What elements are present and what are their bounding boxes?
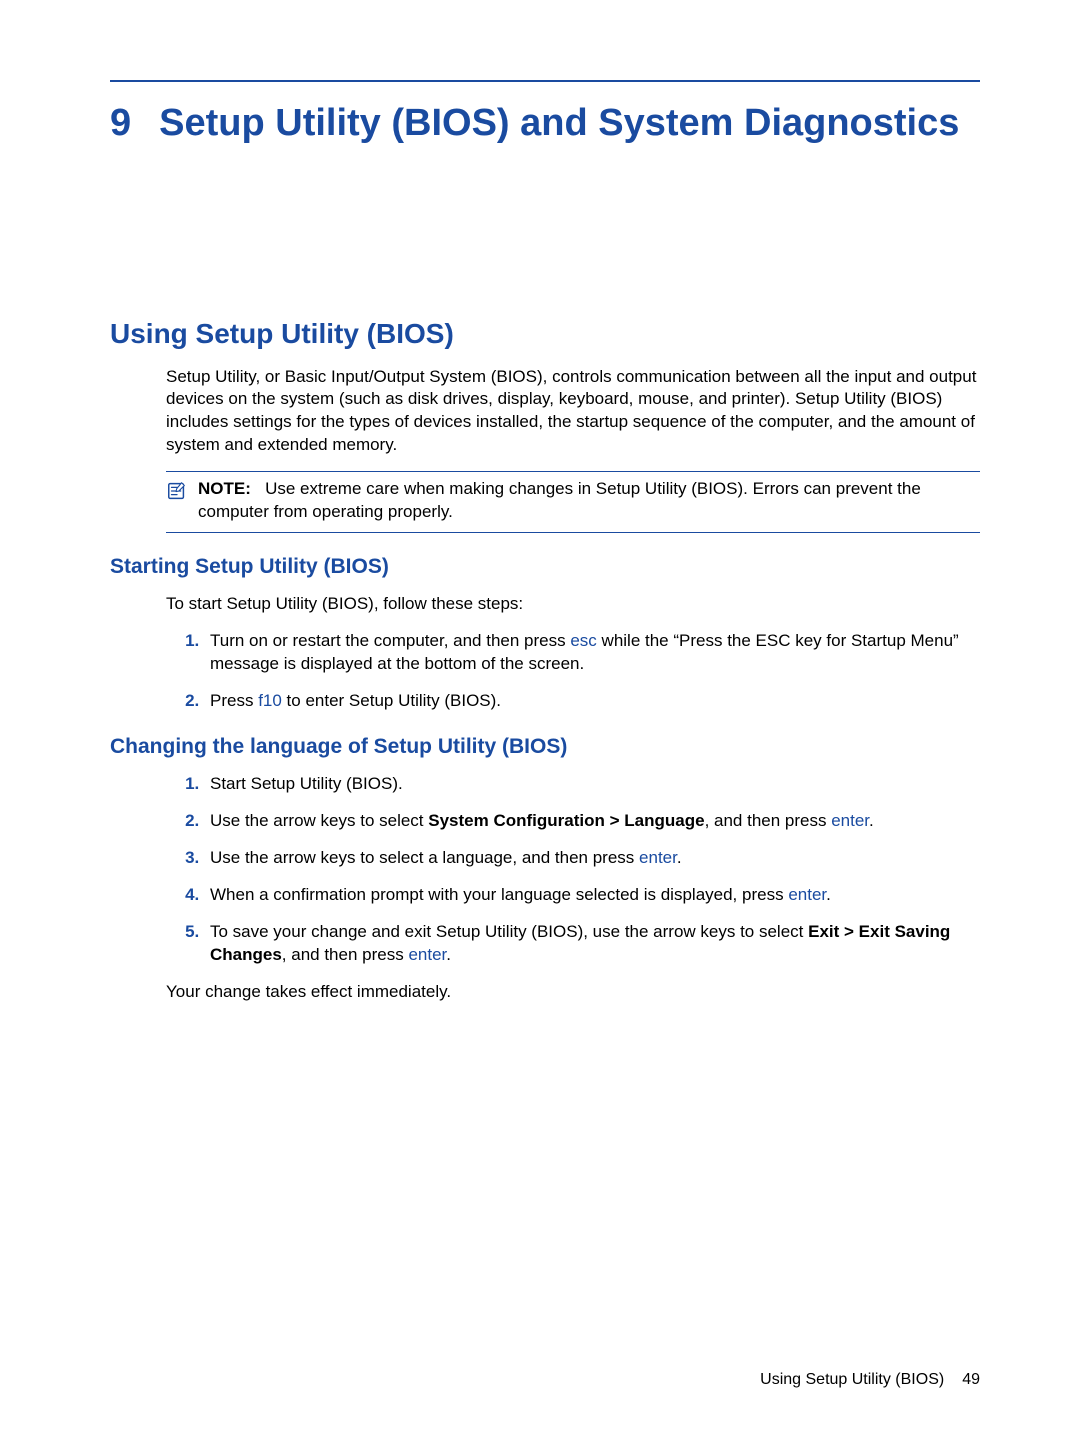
footer-page-number: 49 — [962, 1371, 980, 1388]
steps-list-2: Start Setup Utility (BIOS). Use the arro… — [166, 773, 980, 967]
chapter-number: 9 — [110, 100, 131, 148]
step-item: When a confirmation prompt with your lan… — [204, 884, 980, 907]
step-item: Use the arrow keys to select a language,… — [204, 847, 980, 870]
section-intro: Setup Utility, or Basic Input/Output Sys… — [166, 366, 980, 458]
subsection-lead: To start Setup Utility (BIOS), follow th… — [166, 593, 980, 616]
steps-list-1: Turn on or restart the computer, and the… — [166, 630, 980, 713]
key-enter: enter — [408, 945, 446, 964]
key-enter: enter — [831, 811, 869, 830]
chapter-header: 9 Setup Utility (BIOS) and System Diagno… — [110, 100, 980, 148]
key-esc: esc — [570, 631, 596, 650]
key-enter: enter — [639, 848, 677, 867]
key-f10: f10 — [258, 691, 282, 710]
footer-section: Using Setup Utility (BIOS) — [760, 1371, 944, 1388]
subsection-heading: Starting Setup Utility (BIOS) — [110, 555, 980, 579]
chapter-title: Setup Utility (BIOS) and System Diagnost… — [159, 100, 959, 148]
step-item: Use the arrow keys to select System Conf… — [204, 810, 980, 833]
section-heading: Using Setup Utility (BIOS) — [110, 318, 980, 350]
note-block: NOTE: Use extreme care when making chang… — [166, 471, 980, 533]
step-item: To save your change and exit Setup Utili… — [204, 921, 980, 967]
step-item: Turn on or restart the computer, and the… — [204, 630, 980, 676]
step-item: Start Setup Utility (BIOS). — [204, 773, 980, 796]
note-body: Use extreme care when making changes in … — [198, 479, 921, 521]
note-icon — [166, 480, 188, 502]
subsection-heading: Changing the language of Setup Utility (… — [110, 735, 980, 759]
key-enter: enter — [788, 885, 826, 904]
closing-text: Your change takes effect immediately. — [166, 981, 980, 1004]
chapter-rule — [110, 80, 980, 82]
note-label: NOTE: — [198, 479, 251, 498]
document-page: 9 Setup Utility (BIOS) and System Diagno… — [0, 0, 1080, 1437]
step-item: Press f10 to enter Setup Utility (BIOS). — [204, 690, 980, 713]
note-text: NOTE: Use extreme care when making chang… — [198, 478, 980, 524]
page-footer: Using Setup Utility (BIOS) 49 — [760, 1371, 980, 1389]
bold-path: System Configuration > Language — [428, 811, 704, 830]
